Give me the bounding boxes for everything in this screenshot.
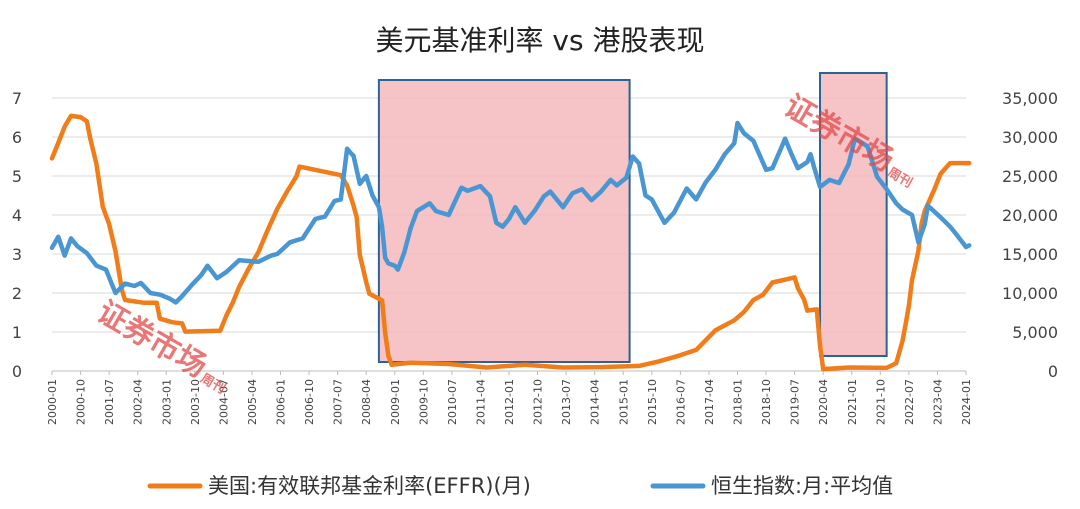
x-tick-label: 2021-10 xyxy=(874,379,887,425)
right-tick-label: 25,000 xyxy=(1002,167,1058,186)
x-tick-label: 2005-04 xyxy=(246,379,259,425)
x-tick-label: 2017-04 xyxy=(703,379,716,425)
x-tick-label: 2024-01 xyxy=(960,379,973,425)
x-tick-label: 2023-04 xyxy=(931,379,944,425)
left-axis-ticks: 0 1 2 3 4 5 6 7 xyxy=(12,89,22,381)
x-tick-label: 2020-04 xyxy=(817,379,830,425)
right-tick-label: 20,000 xyxy=(1002,206,1058,225)
x-tick-label: 2009-10 xyxy=(417,379,430,425)
right-tick-label: 35,000 xyxy=(1002,89,1058,108)
x-tick-label: 2013-07 xyxy=(560,379,573,425)
right-tick-label: 15,000 xyxy=(1002,245,1058,264)
hsi-line xyxy=(49,120,972,305)
left-tick-label: 0 xyxy=(12,362,22,381)
x-tick-label: 2000-01 xyxy=(46,379,59,425)
x-tick-label: 2018-10 xyxy=(760,379,773,425)
x-tick-label: 2015-01 xyxy=(617,379,630,425)
left-tick-label: 6 xyxy=(12,128,22,147)
highlight-region xyxy=(819,72,888,357)
right-axis-ticks: 0 5,000 10,000 15,000 20,000 25,000 30,000 35,0… xyxy=(1002,89,1058,381)
left-tick-label: 1 xyxy=(12,323,22,342)
left-tick-label: 3 xyxy=(12,245,22,264)
x-tick-label: 2012-01 xyxy=(503,379,516,425)
x-tick-label: 2008-04 xyxy=(360,379,373,425)
x-tick-label: 2019-07 xyxy=(789,379,802,425)
x-tick-label: 2001-07 xyxy=(103,379,116,425)
x-tick-label: 2000-10 xyxy=(75,379,88,425)
series-lines xyxy=(49,113,972,372)
right-tick-label: 30,000 xyxy=(1002,128,1058,147)
left-tick-label: 4 xyxy=(12,206,22,225)
x-tick-label: 2015-10 xyxy=(646,379,659,425)
right-tick-label: 5,000 xyxy=(1012,323,1058,342)
watermark-small-text: 周刊 xyxy=(885,165,915,191)
legend-label-hsi: 恒生指数:月:平均值 xyxy=(711,474,893,498)
x-tick-label: 2022-07 xyxy=(903,379,916,425)
x-tick-label: 2012-10 xyxy=(532,379,545,425)
x-tick-label: 2004-07 xyxy=(217,379,230,425)
right-tick-label: 0 xyxy=(1048,362,1058,381)
x-tick-label: 2016-07 xyxy=(674,379,687,425)
x-tick-label: 2003-01 xyxy=(160,379,173,425)
chart-title: 美元基准利率 vs 港股表现 xyxy=(376,24,705,57)
left-tick-label: 2 xyxy=(12,284,22,303)
x-tick-label: 2010-07 xyxy=(446,379,459,425)
x-axis-ticks: 2000-01 2000-10 2001-07 2002-04 2003-01 2003-… xyxy=(46,371,973,425)
x-tick-label: 2002-04 xyxy=(132,379,145,425)
legend: 美国:有效联邦基金利率(EFFR)(月) 恒生指数:月:平均值 xyxy=(147,474,893,498)
x-tick-label: 2006-10 xyxy=(303,379,316,425)
left-tick-label: 5 xyxy=(12,167,22,186)
x-tick-label: 2009-01 xyxy=(389,379,402,425)
x-tick-label: 2021-01 xyxy=(846,379,859,425)
x-tick-label: 2006-01 xyxy=(275,379,288,425)
effr-line xyxy=(49,113,972,372)
left-tick-label: 7 xyxy=(12,89,22,108)
highlight-regions xyxy=(377,72,888,363)
x-tick-label: 2011-04 xyxy=(474,379,487,425)
x-tick-label: 2018-01 xyxy=(732,379,745,425)
x-tick-label: 2003-10 xyxy=(189,379,202,425)
legend-label-effr: 美国:有效联邦基金利率(EFFR)(月) xyxy=(208,474,531,498)
x-tick-label: 2007-07 xyxy=(332,379,345,425)
highlight-region xyxy=(377,79,631,363)
right-tick-label: 10,000 xyxy=(1002,284,1058,303)
x-tick-label: 2014-04 xyxy=(589,379,602,425)
